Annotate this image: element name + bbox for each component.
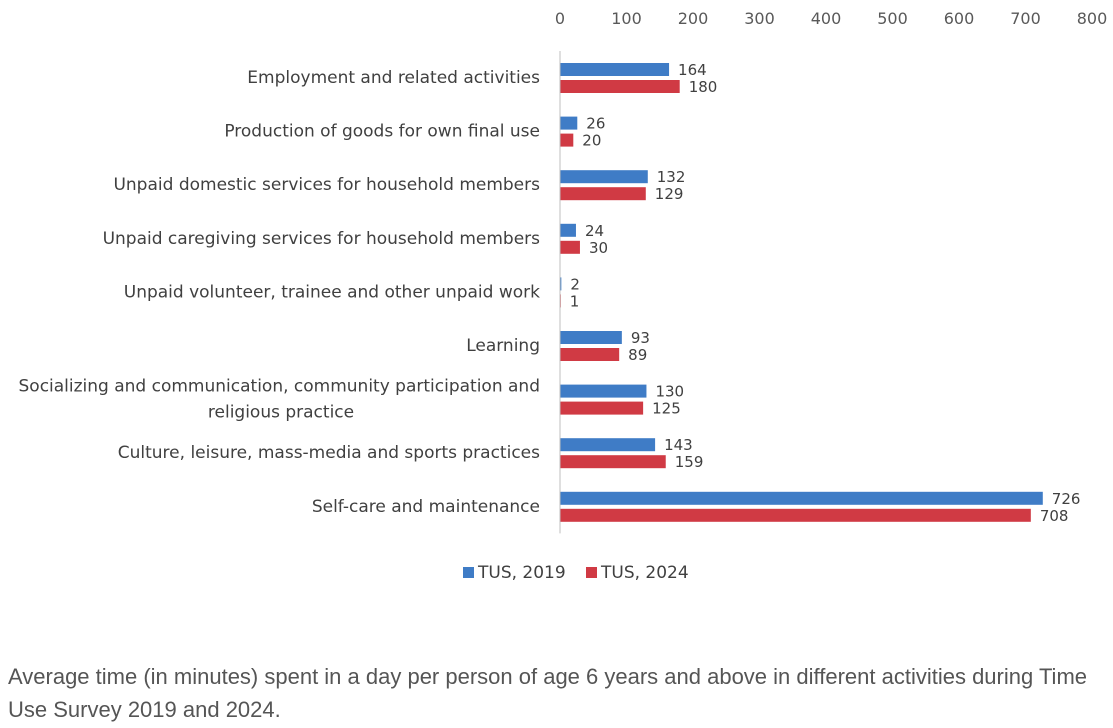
data-label: 143 xyxy=(664,436,693,454)
category-labels: Employment and related activities Product… xyxy=(19,68,541,517)
bar-tus-2019 xyxy=(560,116,578,130)
data-label: 20 xyxy=(582,132,601,150)
category-label: Unpaid domestic services for household m… xyxy=(113,175,540,195)
bar-tus-2019 xyxy=(560,223,576,237)
data-labels: 164 26 132 24 2 93 130 143 726 180 20 129 30 1 89 125 15… xyxy=(570,61,1081,525)
category-label: Socializing and communication, community… xyxy=(19,377,541,397)
x-tick-label: 500 xyxy=(877,9,908,28)
x-axis-ticks: 0 100 200 300 400 500 600 700 800 xyxy=(555,9,1107,28)
x-tick-label: 200 xyxy=(678,9,709,28)
data-label: 125 xyxy=(652,400,681,418)
figure-caption: Average time (in minutes) spent in a day… xyxy=(8,664,1088,722)
bar-tus-2024 xyxy=(560,133,574,147)
legend-swatch xyxy=(586,567,597,578)
legend-label: TUS, 2024 xyxy=(600,563,689,583)
data-label: 130 xyxy=(655,383,684,401)
bar-chart: 0 100 200 300 400 500 600 700 800 Employment and… xyxy=(19,9,1108,583)
bar-tus-2019 xyxy=(560,331,622,344)
data-label: 180 xyxy=(689,78,718,96)
data-label: 93 xyxy=(631,329,650,347)
data-label: 89 xyxy=(628,346,647,364)
data-label: 2 xyxy=(570,275,580,293)
bar-tus-2024 xyxy=(560,240,580,254)
data-label: 30 xyxy=(589,239,608,257)
bar-tus-2024 xyxy=(560,401,644,415)
category-label: religious practice xyxy=(208,403,354,423)
legend-label: TUS, 2019 xyxy=(477,563,566,583)
data-label: 159 xyxy=(675,453,704,471)
data-label: 26 xyxy=(586,115,605,133)
x-tick-label: 800 xyxy=(1077,9,1108,28)
bar-tus-2019 xyxy=(560,491,1043,505)
category-label: Culture, leisure, mass-media and sports … xyxy=(118,443,540,463)
bar-tus-2024 xyxy=(560,80,680,93)
data-label: 129 xyxy=(655,185,684,203)
bar-tus-2024 xyxy=(560,348,620,361)
category-label: Production of goods for own final use xyxy=(224,122,540,142)
legend: TUS, 2019 TUS, 2024 xyxy=(463,563,689,583)
bar-tus-2019 xyxy=(560,438,656,452)
data-label: 1 xyxy=(570,292,580,310)
bar-tus-2019 xyxy=(560,170,648,184)
data-label: 132 xyxy=(657,168,686,186)
legend-swatch xyxy=(463,567,474,578)
category-label: Self-care and maintenance xyxy=(312,497,540,517)
bar-tus-2019 xyxy=(560,384,647,398)
category-label: Unpaid volunteer, trainee and other unpa… xyxy=(124,282,540,302)
data-label: 726 xyxy=(1052,490,1081,508)
x-tick-label: 0 xyxy=(555,9,565,28)
bar-tus-2019 xyxy=(560,63,670,76)
x-tick-label: 700 xyxy=(1010,9,1041,28)
bars xyxy=(560,63,1043,522)
data-label: 164 xyxy=(678,61,707,79)
bar-tus-2019 xyxy=(560,277,562,291)
x-tick-label: 600 xyxy=(944,9,975,28)
category-label: Learning xyxy=(466,336,540,356)
data-label: 708 xyxy=(1040,507,1069,525)
bar-tus-2024 xyxy=(560,455,666,469)
bar-tus-2024 xyxy=(560,187,646,201)
x-tick-label: 300 xyxy=(744,9,775,28)
bar-tus-2024 xyxy=(560,508,1031,522)
x-tick-label: 400 xyxy=(811,9,842,28)
data-label: 24 xyxy=(585,222,604,240)
x-tick-label: 100 xyxy=(611,9,642,28)
category-label: Unpaid caregiving services for household… xyxy=(103,229,541,249)
category-label: Employment and related activities xyxy=(247,68,540,88)
